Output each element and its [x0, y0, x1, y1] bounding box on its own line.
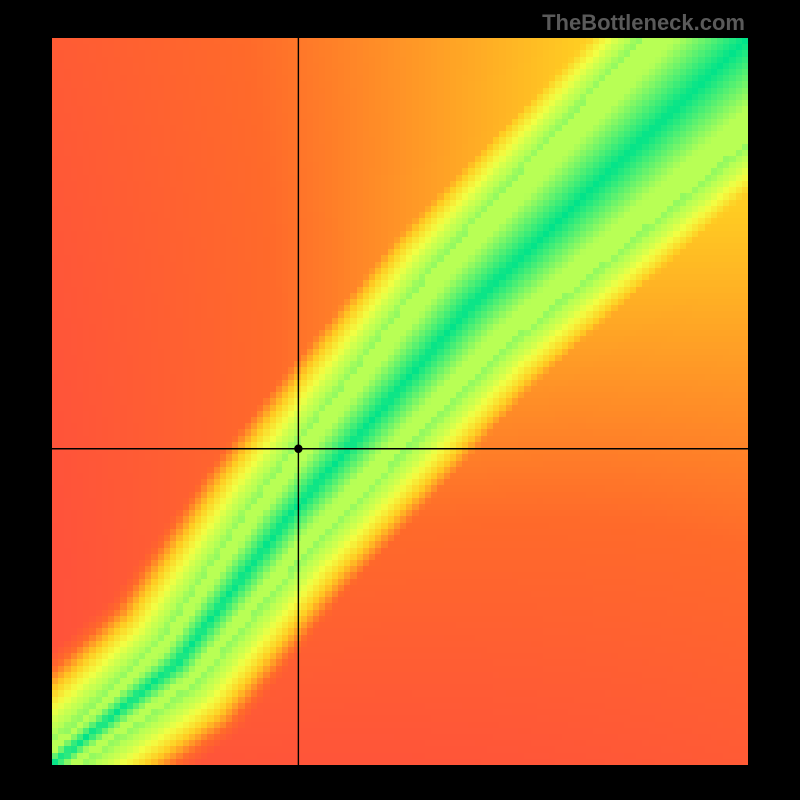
- watermark-label: TheBottleneck.com: [542, 10, 745, 36]
- chart-container: TheBottleneck.com: [0, 0, 800, 800]
- bottleneck-heatmap: [0, 0, 800, 800]
